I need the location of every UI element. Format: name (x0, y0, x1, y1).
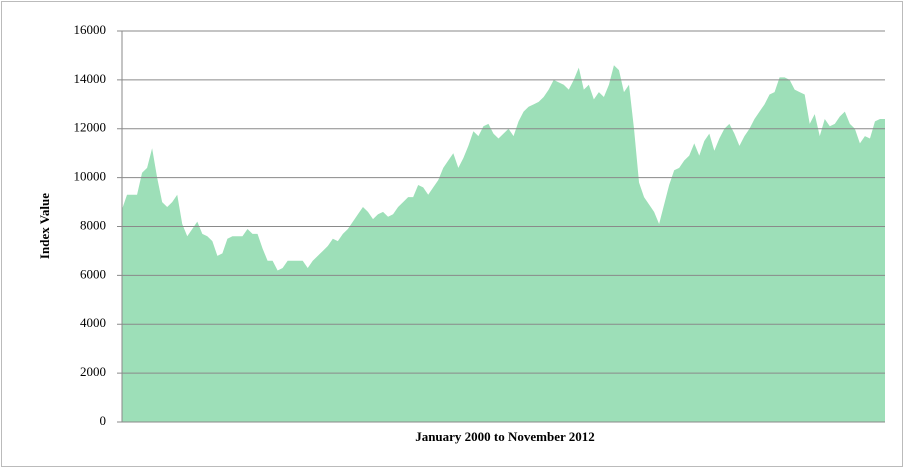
y-tick-label: 8000 (80, 217, 106, 232)
x-axis-label: January 2000 to November 2012 (415, 429, 595, 444)
y-tick-label: 16000 (74, 22, 107, 37)
y-tick-label: 6000 (80, 266, 106, 281)
y-tick-label: 10000 (74, 169, 107, 184)
y-tick-label: 14000 (74, 71, 107, 86)
y-tick-label: 4000 (80, 315, 106, 330)
area (122, 65, 885, 423)
y-tick-label: 2000 (80, 364, 106, 379)
y-axis-label: Index Value (37, 193, 52, 259)
y-tick-label: 12000 (74, 120, 107, 135)
y-tick-label: 0 (100, 413, 107, 428)
